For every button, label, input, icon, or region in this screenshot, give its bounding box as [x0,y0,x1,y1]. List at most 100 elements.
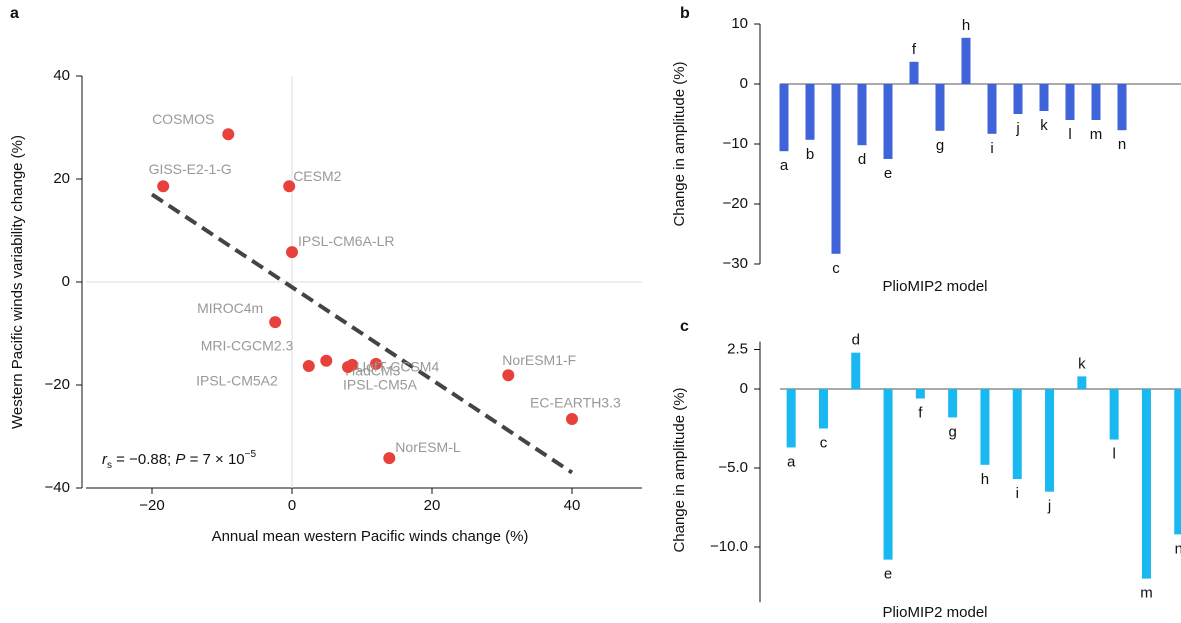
bar [1045,389,1055,492]
bar-label: b [806,146,814,163]
point-label: NorESM1-F [502,352,576,368]
bar-label: f [912,41,917,58]
y-tick-label: 0 [740,380,748,397]
x-tick-label: 20 [424,497,441,514]
y-tick-label: −30 [723,255,748,272]
bar [987,84,997,134]
bar [883,389,893,560]
bar [805,84,815,140]
point [383,452,396,465]
bar-label: l [1112,446,1115,463]
point [342,360,354,373]
point-label: EC-EARTH3.3 [530,395,621,411]
bar-label: n [1175,540,1181,557]
bar [779,84,789,152]
bar-label: a [780,157,789,174]
y-tick-label: 0 [740,75,748,92]
point-label: IPSL-CM5A [343,377,418,393]
bar [909,61,919,84]
bar-label: j [1047,498,1051,515]
bar-label: d [852,332,860,349]
point [286,246,298,259]
y-tick-label: −10 [723,135,748,152]
bar [818,389,828,429]
fit-line [150,192,574,475]
bar [935,84,945,131]
bar [915,389,925,399]
x-axis-title: PlioMIP2 model [882,278,987,295]
x-tick-label: 40 [564,497,581,514]
point [302,359,315,372]
annotation-part: −5 [245,449,257,460]
bar [1174,389,1181,535]
bar-label: i [990,140,993,157]
y-axis-title: Change in amplitude (%) [671,61,688,226]
point-label: GISS-E2-1-G [149,161,232,177]
y-axis-title: Change in amplitude (%) [671,387,688,552]
point-label: COSMOS [152,111,214,127]
bar-label: g [948,423,956,440]
bar-label: m [1140,585,1153,602]
annotation-part: r [102,451,108,468]
bar-label: l [1068,126,1071,143]
bar [1013,84,1023,114]
point [320,354,333,367]
bar-label: k [1040,117,1048,134]
bar [1091,84,1101,120]
x-axis-title: PlioMIP2 model [882,604,987,621]
point-label: IPSL-CM6A-LR [298,233,394,249]
point [566,412,578,425]
bar-label: e [884,566,892,583]
point-label: IPSL-CM5A2 [196,373,278,389]
y-tick-label: −20 [723,195,748,212]
annotation-part: s [107,460,112,471]
bar-label: j [1015,120,1019,137]
bar [948,389,958,418]
bar [1065,84,1075,120]
bar-label: g [936,137,944,154]
x-axis-title: Annual mean western Pacific winds change… [212,528,529,545]
y-tick-label: −20 [45,376,70,393]
bar [980,389,990,465]
bar [1077,376,1087,389]
point [157,180,170,193]
y-tick-label: −10.0 [710,538,748,555]
annotation: rs = −0.88; P = 7 × 10−5 [102,449,256,471]
point-label: MRI-CGCM2.3 [201,337,294,353]
point [502,369,515,382]
y-tick-label: −40 [45,479,70,496]
point [269,316,282,329]
y-tick-label: 40 [53,67,70,84]
x-tick-label: −20 [139,497,164,514]
y-tick-label: 2.5 [727,340,748,357]
x-tick-label: 0 [288,497,296,514]
y-axis-title: Western Pacific winds variability change… [9,135,26,429]
bar-label: i [1016,485,1019,502]
y-tick-label: 10 [731,15,748,32]
point-label: HadCM3 [345,363,400,379]
bar [831,84,841,254]
bar-label: f [918,404,923,421]
y-tick-label: −5.0 [718,459,748,476]
bar-label: a [787,453,796,470]
y-tick-label: 20 [53,170,70,187]
bar [1141,389,1151,579]
panel-label: a [10,5,19,22]
bar-label: n [1118,136,1126,153]
bar [1039,84,1049,111]
bar [883,84,893,159]
bar-label: k [1078,355,1086,372]
bar [851,352,861,389]
bar [961,37,971,84]
y-tick-label: 0 [62,273,70,290]
bar [1012,389,1022,480]
bar-label: c [820,434,828,451]
panel-label: c [680,318,689,335]
point [283,180,296,193]
annotation-part: = 7 × 10 [185,451,244,468]
bar-label: h [962,17,970,34]
bar-label: h [981,471,989,488]
point-label: CESM2 [293,168,341,184]
point [370,357,382,370]
